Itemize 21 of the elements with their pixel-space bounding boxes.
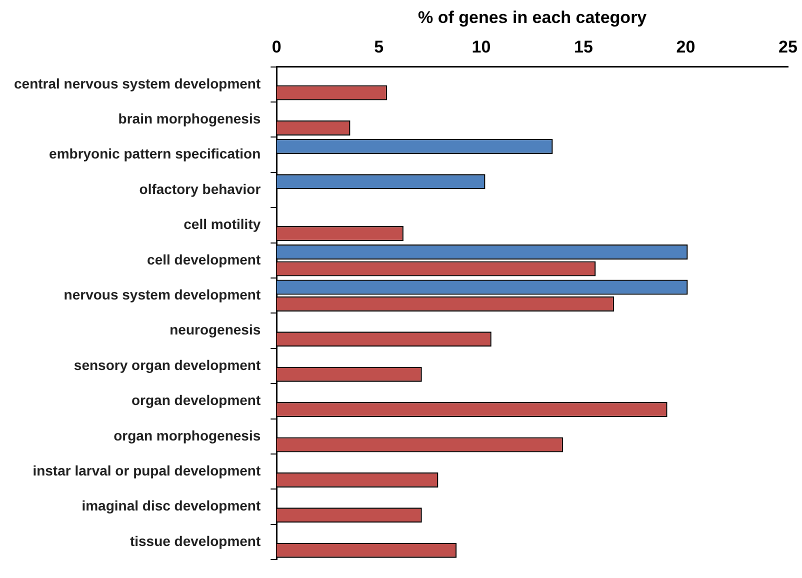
y-tick-label: organ development [132,392,261,408]
x-tick-label: 25 [778,37,798,56]
y-tick-label: nervous system development [64,286,261,302]
x-tick-label: 20 [676,37,696,56]
y-tick-label: neurogenesis [170,322,261,338]
y-tick-label: cell motility [184,216,261,232]
x-tick-label: 5 [374,37,384,56]
x-axis-title: % of genes in each category [418,8,648,27]
y-tick-label: instar larval or pupal development [32,462,261,478]
y-tick-label: cell development [147,251,261,268]
y-tick-label: imaginal disc development [82,498,261,514]
x-tick-label: 0 [272,37,282,56]
y-tick-label: organ morphogenesis [114,427,261,444]
y-tick-label: brain morphogenesis [118,110,261,126]
y-tick-label: tissue development [130,532,261,549]
x-tick-label: 10 [472,37,491,56]
x-tick-label: 15 [574,37,593,56]
y-tick-label: sensory organ development [74,356,261,373]
y-tick-label: central nervous system development [14,75,261,92]
y-tick-label: embryonic pattern specification [49,146,261,162]
y-tick-label: olfactory behavior [139,180,262,197]
